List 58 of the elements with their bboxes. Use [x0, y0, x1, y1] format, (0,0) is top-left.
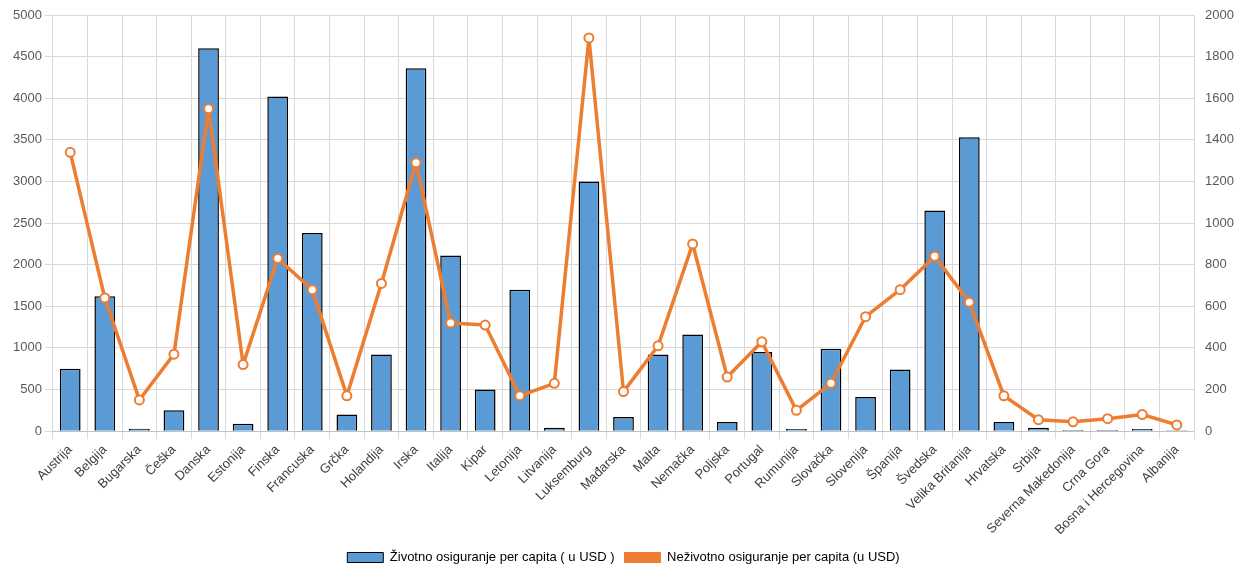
y-tick-label: 2500 — [13, 214, 42, 230]
y-tick-label: 1500 — [13, 297, 42, 313]
point — [618, 386, 629, 398]
legend-label: Neživotno osiguranje per capita (u USD) — [667, 549, 900, 565]
point — [548, 377, 560, 389]
y-tick-label: 5000 — [13, 6, 42, 22]
y-tick-label: 3000 — [13, 173, 42, 189]
point — [375, 277, 387, 289]
point — [687, 238, 699, 250]
point — [168, 348, 180, 360]
x-tick-label: Irska — [390, 441, 422, 473]
point — [479, 319, 491, 331]
point — [64, 146, 76, 158]
y-tick-label: 1000 — [13, 339, 42, 355]
point — [929, 250, 941, 262]
point — [306, 284, 318, 296]
point — [825, 377, 837, 389]
point — [203, 103, 215, 115]
point — [998, 390, 1010, 402]
point — [860, 311, 872, 323]
point — [1136, 409, 1148, 420]
y2-tick-label: 0 — [1205, 422, 1213, 438]
point — [272, 252, 284, 264]
y2-tick-label: 2000 — [1205, 6, 1234, 22]
point — [237, 359, 249, 371]
y2-tick-label: 600 — [1205, 297, 1227, 313]
y2-tick-label: 200 — [1205, 381, 1227, 397]
point — [1171, 419, 1183, 431]
y-tick-label: 4500 — [13, 48, 42, 64]
point — [99, 292, 111, 304]
y-tick-label: 500 — [20, 381, 42, 397]
point — [652, 340, 664, 352]
point — [1032, 414, 1044, 426]
point — [514, 390, 526, 402]
y2-tick-label: 1600 — [1205, 89, 1234, 105]
y-tick-label: 3500 — [13, 131, 42, 147]
y-tick-label: 2000 — [13, 256, 42, 272]
point — [1067, 416, 1079, 428]
point — [341, 390, 353, 402]
y-tick-label: 4000 — [13, 89, 42, 105]
point — [445, 317, 457, 329]
y-tick-label: 0 — [34, 422, 42, 438]
point — [583, 32, 595, 44]
point — [756, 336, 768, 348]
point — [790, 404, 802, 416]
y2-tick-label: 800 — [1205, 256, 1227, 272]
y2-tick-label: 1800 — [1205, 48, 1234, 64]
legend-label: Životno osiguranje per capita ( u USD ) — [389, 549, 615, 565]
y2-tick-label: 1200 — [1205, 173, 1234, 189]
point — [894, 284, 906, 296]
y2-tick-label: 1000 — [1205, 214, 1234, 230]
point — [133, 394, 145, 406]
point — [721, 371, 733, 383]
point — [963, 296, 975, 308]
point — [1102, 413, 1114, 425]
point — [410, 157, 422, 169]
y2-tick-label: 1400 — [1205, 131, 1234, 147]
y2-tick-label: 400 — [1205, 339, 1227, 355]
